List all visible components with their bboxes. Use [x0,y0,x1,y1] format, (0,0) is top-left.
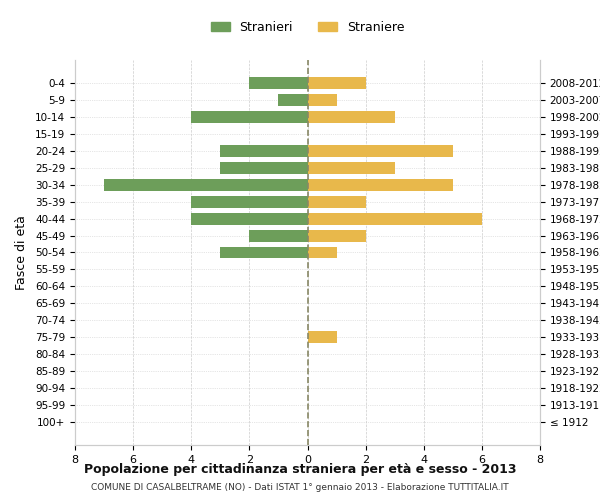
Bar [104,179,308,191]
Bar [308,331,337,343]
Bar [308,162,395,174]
Text: Popolazione per cittadinanza straniera per età e sesso - 2013: Popolazione per cittadinanza straniera p… [84,462,516,475]
Bar [250,230,308,241]
Bar [308,213,482,224]
Y-axis label: Fasce di età: Fasce di età [15,215,28,290]
Bar [220,246,308,258]
Bar [308,78,365,90]
Bar [191,213,308,224]
Bar [308,112,395,123]
Bar [250,78,308,90]
Bar [191,112,308,123]
Bar [308,230,365,241]
Bar [308,246,337,258]
Bar [308,179,453,191]
Bar [220,145,308,157]
Text: COMUNE DI CASALBELTRAME (NO) - Dati ISTAT 1° gennaio 2013 - Elaborazione TUTTITA: COMUNE DI CASALBELTRAME (NO) - Dati ISTA… [91,483,509,492]
Bar [308,145,453,157]
Legend: Stranieri, Straniere: Stranieri, Straniere [206,16,409,39]
Bar [220,162,308,174]
Bar [278,94,308,106]
Bar [308,196,365,207]
Bar [308,94,337,106]
Bar [191,196,308,207]
